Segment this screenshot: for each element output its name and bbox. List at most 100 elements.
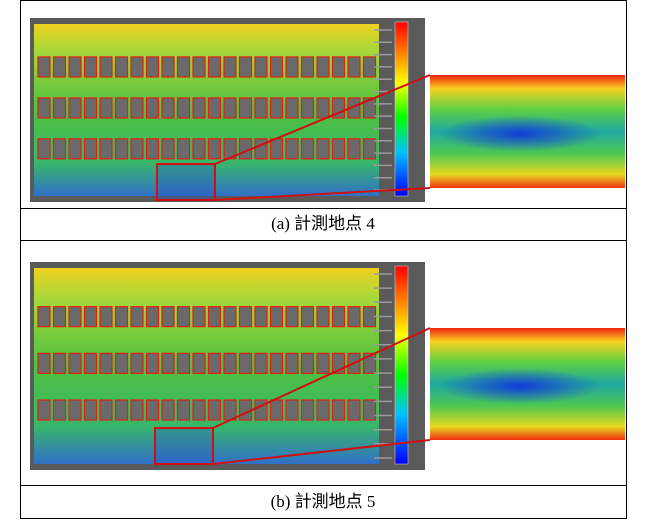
window xyxy=(286,353,298,373)
figure: (a) 計測地点 4 (b) 計測地点 5 xyxy=(0,0,647,520)
window xyxy=(162,353,174,373)
window xyxy=(85,139,97,159)
window xyxy=(38,98,50,118)
window xyxy=(271,57,283,77)
window xyxy=(364,57,376,77)
window xyxy=(69,57,81,77)
window xyxy=(193,139,205,159)
window xyxy=(147,353,159,373)
window xyxy=(317,139,329,159)
inset-blob xyxy=(440,368,600,404)
window xyxy=(54,57,66,77)
window xyxy=(38,307,50,327)
window xyxy=(224,353,236,373)
window xyxy=(54,98,66,118)
window xyxy=(333,57,345,77)
window xyxy=(348,307,360,327)
window xyxy=(209,400,221,420)
window xyxy=(209,307,221,327)
window xyxy=(302,139,314,159)
window xyxy=(302,57,314,77)
window xyxy=(54,307,66,327)
window xyxy=(286,98,298,118)
window xyxy=(224,57,236,77)
window xyxy=(131,400,143,420)
window xyxy=(193,307,205,327)
window xyxy=(302,400,314,420)
window xyxy=(131,98,143,118)
window xyxy=(178,400,190,420)
window xyxy=(271,307,283,327)
window xyxy=(224,307,236,327)
window xyxy=(364,139,376,159)
window xyxy=(116,307,128,327)
window xyxy=(193,98,205,118)
window xyxy=(116,57,128,77)
window xyxy=(286,57,298,77)
window xyxy=(240,307,252,327)
window xyxy=(85,400,97,420)
window xyxy=(193,353,205,373)
window xyxy=(38,139,50,159)
window xyxy=(162,400,174,420)
window xyxy=(317,307,329,327)
window xyxy=(116,139,128,159)
colorbar xyxy=(395,22,408,196)
window xyxy=(240,57,252,77)
window xyxy=(162,98,174,118)
window xyxy=(100,353,112,373)
window xyxy=(147,98,159,118)
zoom-box xyxy=(155,428,213,464)
window xyxy=(333,400,345,420)
window xyxy=(240,98,252,118)
window xyxy=(333,139,345,159)
window xyxy=(100,57,112,77)
window xyxy=(162,57,174,77)
window xyxy=(317,400,329,420)
window xyxy=(364,400,376,420)
window xyxy=(85,57,97,77)
window xyxy=(147,139,159,159)
window xyxy=(317,353,329,373)
caption: (b) 計測地点 5 xyxy=(271,492,376,511)
window xyxy=(100,98,112,118)
window xyxy=(209,353,221,373)
window xyxy=(271,353,283,373)
window xyxy=(224,400,236,420)
window xyxy=(131,353,143,373)
window xyxy=(255,139,267,159)
window xyxy=(100,139,112,159)
window xyxy=(147,307,159,327)
window xyxy=(38,353,50,373)
window xyxy=(193,57,205,77)
window xyxy=(69,98,81,118)
inset-blob xyxy=(440,116,600,152)
window xyxy=(271,98,283,118)
window xyxy=(147,57,159,77)
window xyxy=(209,57,221,77)
caption: (a) 計測地点 4 xyxy=(271,214,375,233)
window xyxy=(54,400,66,420)
window xyxy=(302,353,314,373)
window xyxy=(54,139,66,159)
window xyxy=(131,307,143,327)
window xyxy=(38,57,50,77)
window xyxy=(85,353,97,373)
window xyxy=(178,57,190,77)
window xyxy=(116,353,128,373)
window xyxy=(286,400,298,420)
window xyxy=(85,98,97,118)
window xyxy=(364,307,376,327)
window xyxy=(69,400,81,420)
window xyxy=(209,139,221,159)
window xyxy=(224,98,236,118)
window xyxy=(302,98,314,118)
window xyxy=(193,400,205,420)
window xyxy=(178,353,190,373)
window xyxy=(69,139,81,159)
window xyxy=(317,57,329,77)
window xyxy=(100,400,112,420)
window xyxy=(333,307,345,327)
window xyxy=(116,400,128,420)
window xyxy=(162,307,174,327)
